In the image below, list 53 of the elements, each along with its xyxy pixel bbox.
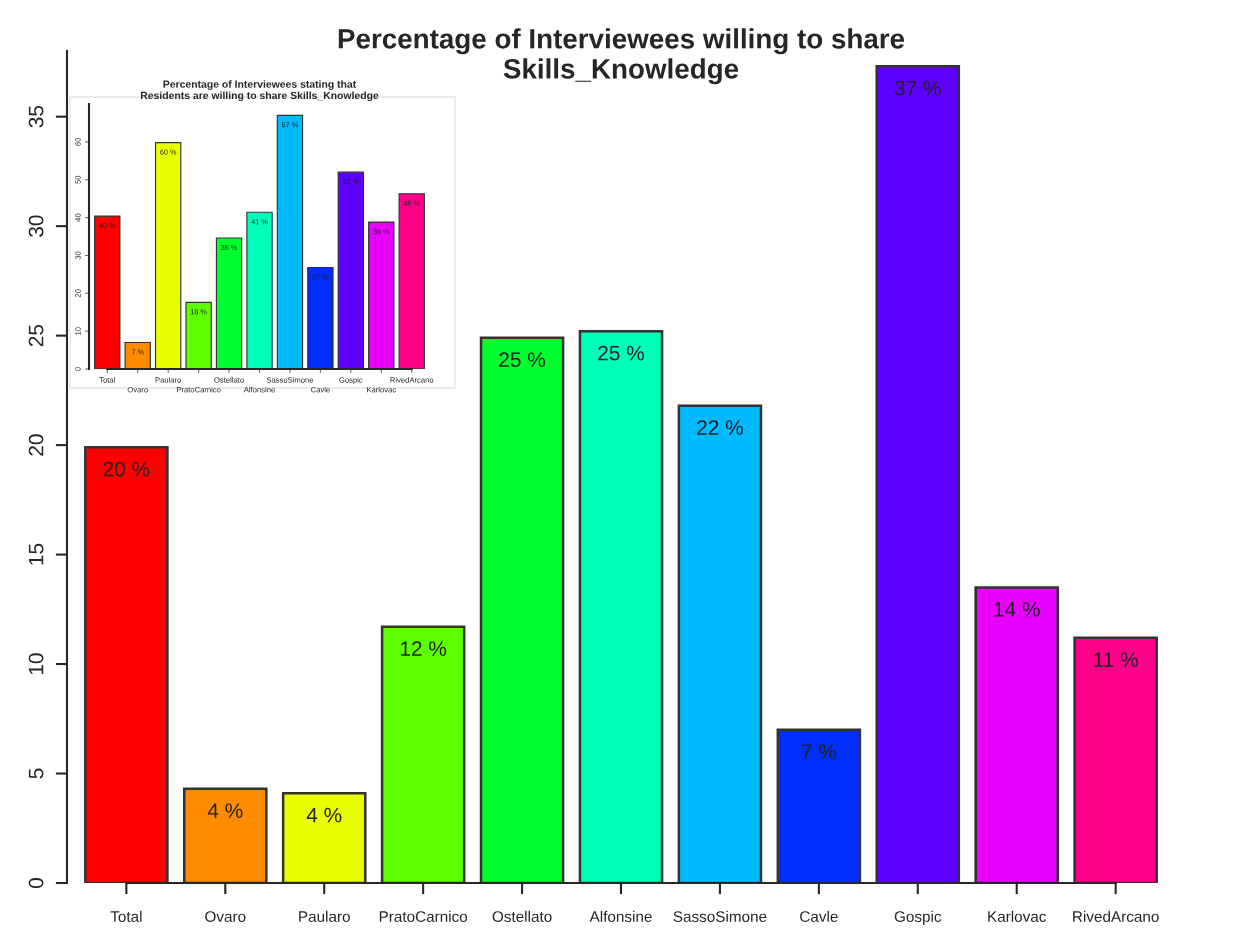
bar (398, 193, 425, 369)
data-label: 11 % (1094, 652, 1138, 667)
data-label: 4 % (207, 803, 243, 818)
data-label: 37 % (894, 80, 941, 96)
bar (677, 404, 763, 883)
x-tick-label: Cavle (800, 910, 838, 922)
data-label: 25 % (499, 352, 546, 368)
x-tick-label: Ovaro (205, 911, 246, 922)
x-tick-label: PratoCarnico (379, 910, 468, 922)
bar (307, 266, 334, 369)
y-tick-label: 25 (28, 324, 44, 347)
data-label: 12 % (400, 641, 447, 656)
data-label: 25 % (598, 345, 644, 361)
data-label: 20 % (103, 461, 150, 477)
bar (182, 787, 268, 883)
data-label: 22 % (697, 420, 743, 435)
y-tick-label: 35 (28, 105, 44, 128)
y-tick-label: 0 (28, 878, 44, 888)
bar (776, 728, 862, 883)
x-tick-label: Ostellato (492, 910, 552, 922)
bar (281, 791, 367, 883)
bar (246, 211, 273, 369)
data-label: 7 % (801, 744, 837, 759)
y-tick-label: 5 (28, 768, 44, 779)
bar (124, 341, 151, 369)
bar (368, 221, 395, 369)
y-tick-label: 30 (28, 215, 44, 237)
data-label: 4 % (306, 807, 342, 823)
bar (380, 625, 466, 883)
x-tick-label: Karlovac (988, 910, 1047, 922)
bar (185, 301, 212, 369)
x-tick-label: SassoSimone (673, 910, 767, 922)
y-tick-label: 20 (28, 434, 44, 456)
bar (337, 171, 365, 369)
x-tick-label: RivedArcano (1073, 910, 1159, 922)
y-tick-label: 10 (28, 653, 44, 675)
bar (479, 336, 565, 883)
x-tick-label: Paularo (299, 910, 350, 922)
bar (1073, 636, 1158, 883)
bar (84, 446, 169, 883)
bar (215, 237, 243, 369)
bar (974, 586, 1060, 883)
x-tick-label: Alfonsine (589, 910, 652, 922)
bar (154, 142, 182, 369)
bar (875, 65, 961, 883)
bar (276, 114, 304, 369)
y-tick-label: 15 (28, 543, 44, 565)
bar (94, 215, 121, 369)
x-tick-label: Gospic (894, 910, 942, 926)
data-label: 14 % (994, 601, 1040, 617)
x-tick-label: Total (110, 910, 142, 922)
bar (578, 330, 664, 883)
chart-title: Percentage of Interviewees stating that Residents are willing to share Skills_Knowledge (140, 80, 379, 102)
